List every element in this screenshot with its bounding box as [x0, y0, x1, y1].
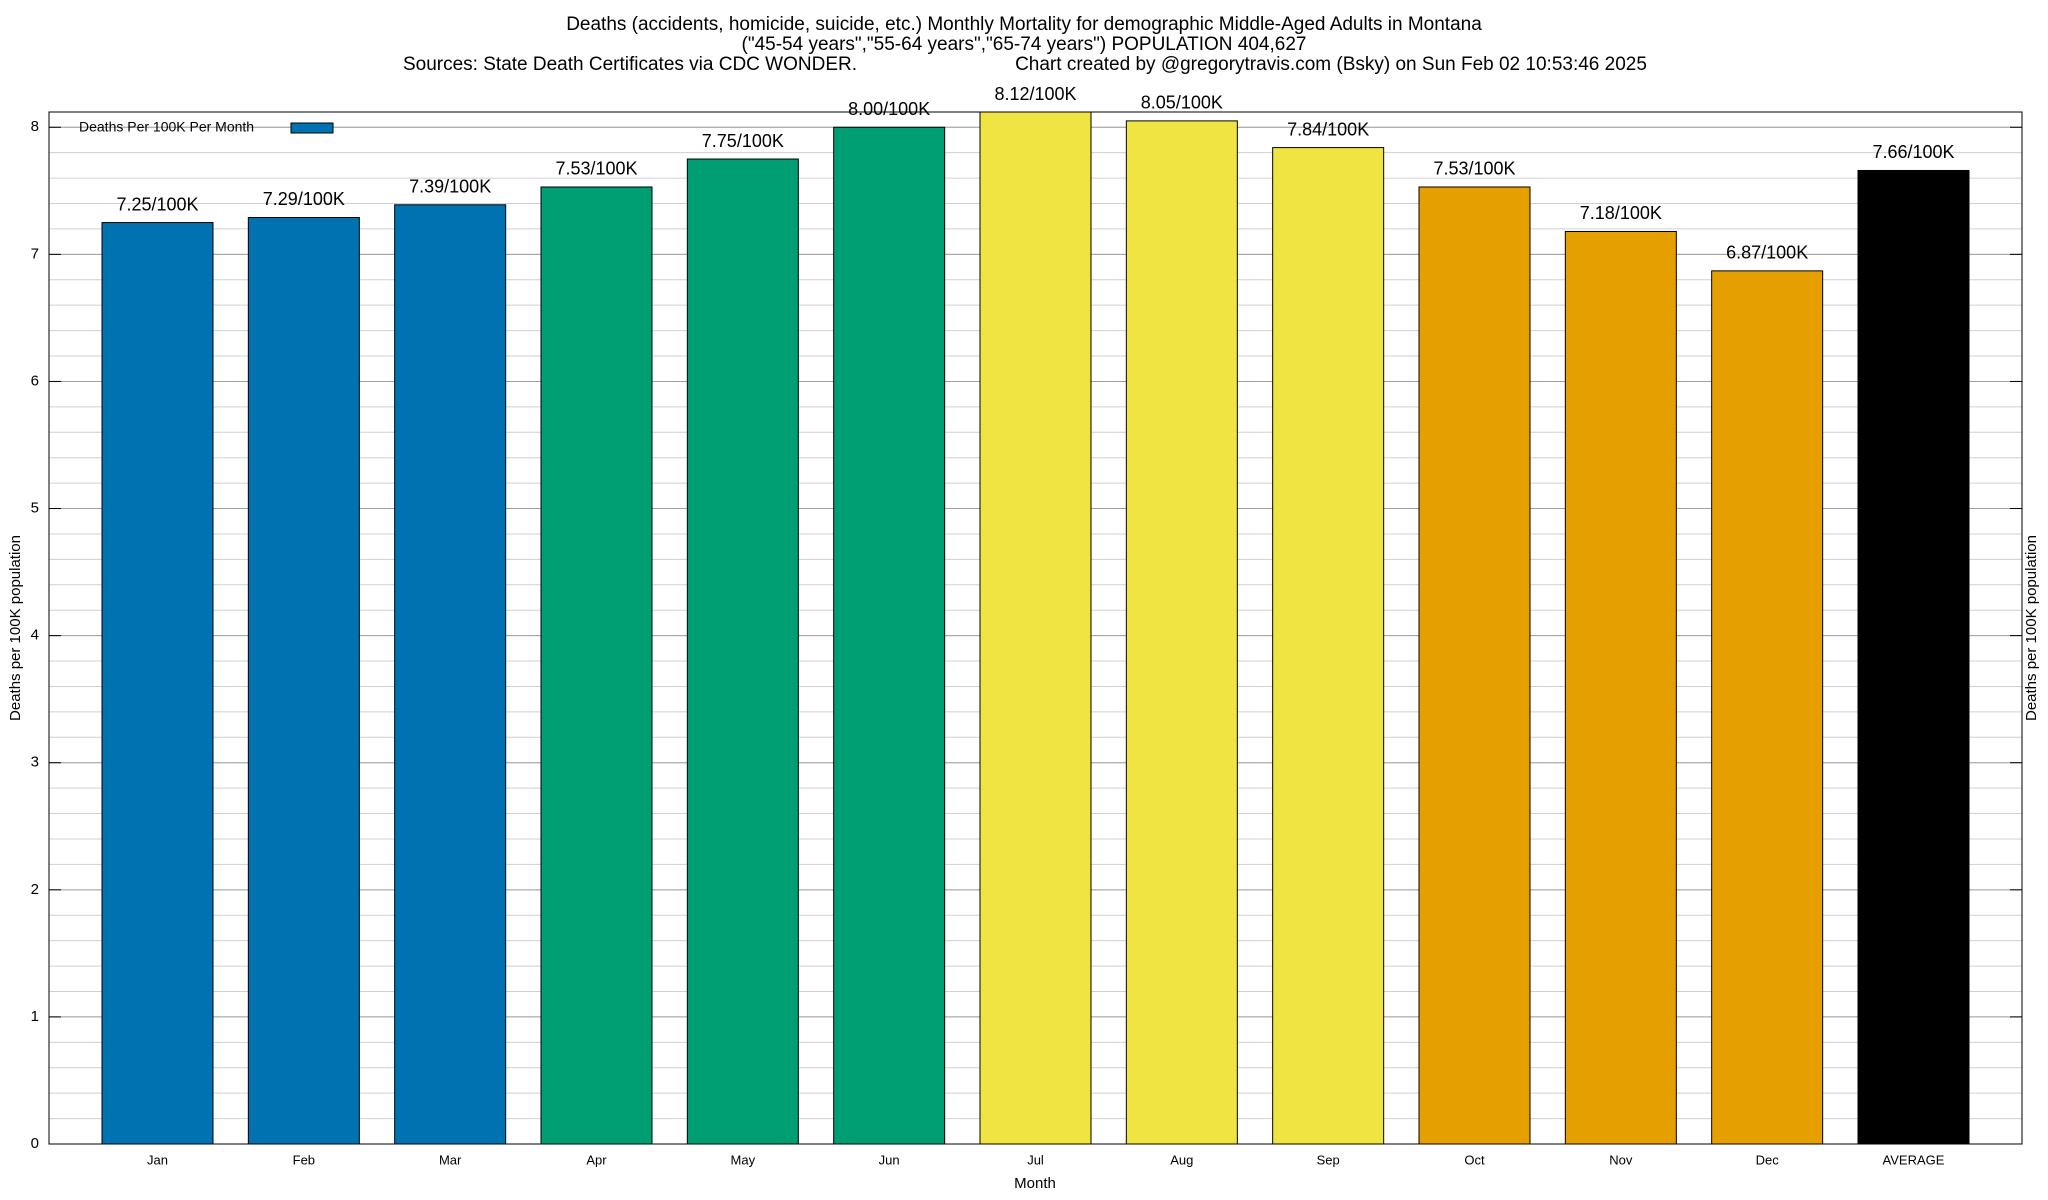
bar	[1564, 230, 1677, 1145]
bar	[1418, 186, 1531, 1145]
y-tick-label: 6	[31, 372, 39, 389]
x-tick-label: AVERAGE	[1883, 1152, 1945, 1167]
x-tick-label: Mar	[439, 1152, 462, 1167]
bar	[1125, 120, 1238, 1145]
value-label: 7.29/100K	[263, 189, 345, 209]
y-tick-label: 1	[31, 1008, 39, 1025]
value-label: 8.00/100K	[848, 99, 930, 119]
y-tick-label: 8	[31, 118, 39, 135]
bar	[1857, 169, 1970, 1145]
bar	[686, 158, 799, 1145]
x-tick-label: Oct	[1464, 1152, 1485, 1167]
y-tick-label: 5	[31, 500, 39, 517]
x-tick-label: Nov	[1609, 1152, 1633, 1167]
value-label: 7.84/100K	[1287, 119, 1369, 139]
x-tick-label: Dec	[1756, 1152, 1780, 1167]
y-axis-label: Deaths per 100K population	[7, 535, 24, 721]
bar	[1272, 147, 1385, 1145]
source: Sources: State Death Certificates via CD…	[403, 54, 857, 75]
y-tick-label: 2	[31, 881, 39, 898]
x-tick-label: Aug	[1170, 1152, 1193, 1167]
y2-axis-label: Deaths per 100K population	[2023, 535, 2040, 721]
y-tick-label: 4	[31, 627, 39, 644]
x-tick-label: May	[731, 1152, 756, 1167]
x-axis-label: Month	[1014, 1175, 1056, 1192]
credit: Chart created by @gregorytravis.com (Bsk…	[1015, 54, 1647, 75]
bar	[247, 216, 360, 1145]
value-label: 7.75/100K	[702, 131, 784, 151]
value-label: 7.53/100K	[1433, 159, 1515, 179]
bar	[540, 186, 653, 1145]
bar	[101, 222, 214, 1145]
value-label: 7.25/100K	[116, 194, 198, 214]
value-label: 7.66/100K	[1872, 142, 1954, 162]
value-label: 8.12/100K	[994, 84, 1076, 104]
value-label: 7.39/100K	[409, 177, 491, 197]
x-tick-label: Feb	[293, 1152, 315, 1167]
chart-title: Deaths (accidents, homicide, suicide, et…	[566, 14, 1482, 35]
x-tick-label: Jul	[1027, 1152, 1044, 1167]
x-tick-label: Jun	[879, 1152, 900, 1167]
value-label: 7.53/100K	[555, 159, 637, 179]
y-tick-label: 7	[31, 245, 39, 262]
bar	[833, 126, 946, 1145]
chart-subtitle: ("45-54 years","55-64 years","65-74 year…	[742, 34, 1307, 55]
value-label: 7.18/100K	[1580, 203, 1662, 223]
bar	[394, 204, 507, 1145]
x-tick-label: Jan	[147, 1152, 168, 1167]
bar	[979, 111, 1092, 1145]
legend-swatch	[290, 122, 334, 134]
plot-border	[48, 111, 2023, 1145]
x-tick-label: Sep	[1317, 1152, 1340, 1167]
legend-label: Deaths Per 100K Per Month	[79, 119, 254, 135]
x-tick-label: Apr	[586, 1152, 607, 1167]
value-label: 8.05/100K	[1141, 93, 1223, 113]
y-tick-label: 0	[31, 1135, 39, 1152]
value-label: 6.87/100K	[1726, 243, 1808, 263]
y-tick-label: 3	[31, 754, 39, 771]
bar	[1711, 270, 1824, 1145]
